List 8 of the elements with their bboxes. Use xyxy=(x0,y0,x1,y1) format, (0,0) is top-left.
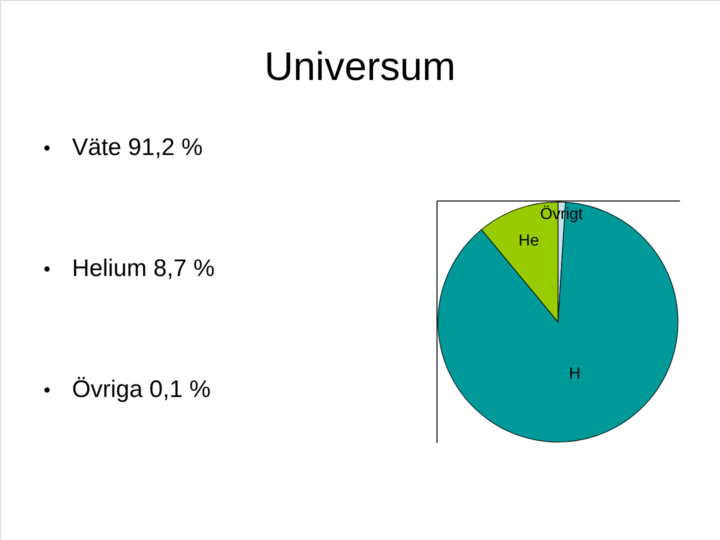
text: Väte 91,2 % xyxy=(72,134,203,161)
slice-label: H xyxy=(568,365,580,382)
pie-slice xyxy=(438,202,678,442)
chart-title: Universum xyxy=(264,45,456,89)
slice-label: He xyxy=(518,232,540,250)
text: Helium 8,7 % xyxy=(72,255,215,282)
text: Övriga 0,1 % xyxy=(72,376,211,403)
slice-label: Övrigt xyxy=(540,205,584,224)
